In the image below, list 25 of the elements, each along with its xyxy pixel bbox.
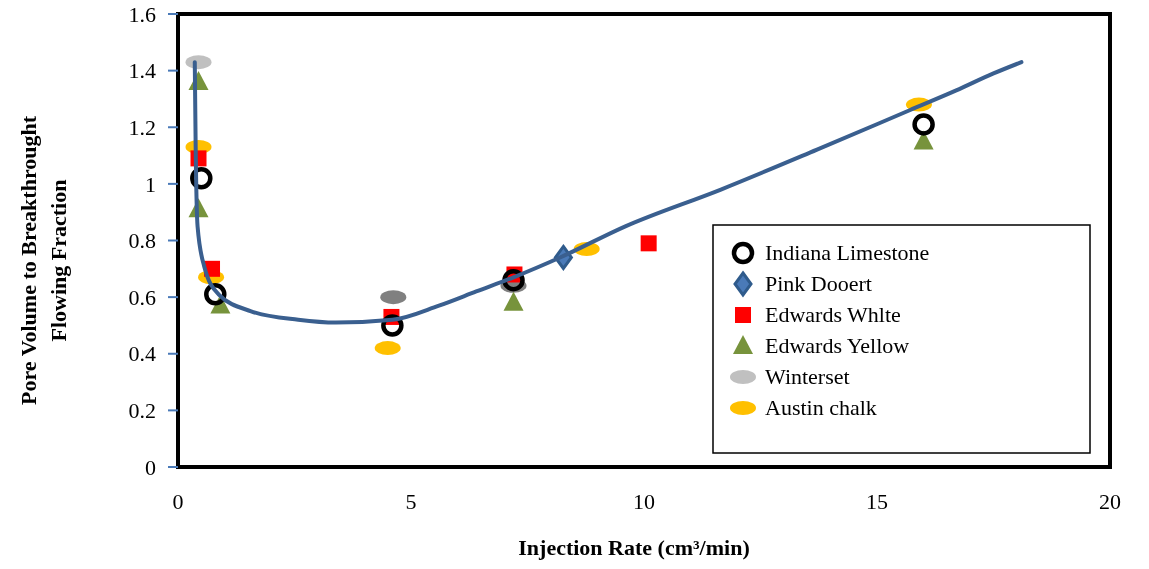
- point: [640, 235, 657, 252]
- y-tick-label: 0.2: [128, 398, 156, 424]
- y-tick-label: 1: [145, 171, 156, 197]
- x-tick-label: 0: [172, 489, 184, 514]
- y-tick-label: 1.6: [128, 1, 156, 27]
- y-tick-label: 0.8: [128, 228, 156, 254]
- point: [503, 291, 524, 311]
- point: [912, 113, 935, 136]
- y-tick-label: 1.2: [128, 114, 156, 140]
- x-tick-label: 15: [866, 489, 888, 514]
- legend-label: Edwards Yellow: [765, 332, 910, 358]
- legend-label: Pink Dooert: [765, 270, 872, 296]
- y-tick-label: 0.6: [128, 284, 156, 310]
- x-tick-label: 20: [1099, 489, 1121, 514]
- y-tick-label: 1.4: [128, 58, 156, 84]
- y-tick-label: 0.4: [128, 341, 156, 367]
- y-axis-title: Pore Volume to Breakthrought Flowing Fraction: [16, 115, 71, 406]
- x-tick-label: 10: [633, 489, 655, 514]
- y-tick-label: 0: [145, 454, 156, 480]
- legend-label: Edwards Whlte: [765, 301, 901, 327]
- legend-label: Winterset: [765, 363, 850, 389]
- x-tick-label: 5: [405, 489, 417, 514]
- legend-label: Austin chalk: [765, 394, 877, 420]
- x-axis-title: Injection Rate (cm³/min): [518, 535, 750, 560]
- legend-label: Indiana Limestone: [765, 239, 930, 265]
